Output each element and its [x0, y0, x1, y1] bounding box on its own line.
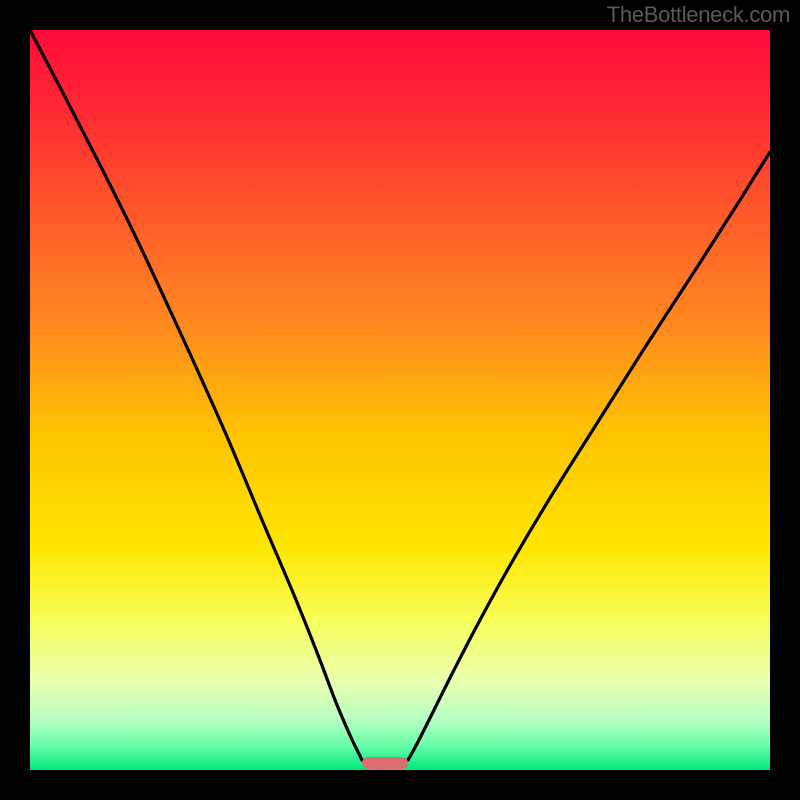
bottleneck-marker — [362, 757, 408, 769]
bottleneck-gradient-chart — [0, 0, 800, 800]
chart-gradient-area — [30, 30, 770, 770]
watermark-text: TheBottleneck.com — [607, 2, 790, 28]
